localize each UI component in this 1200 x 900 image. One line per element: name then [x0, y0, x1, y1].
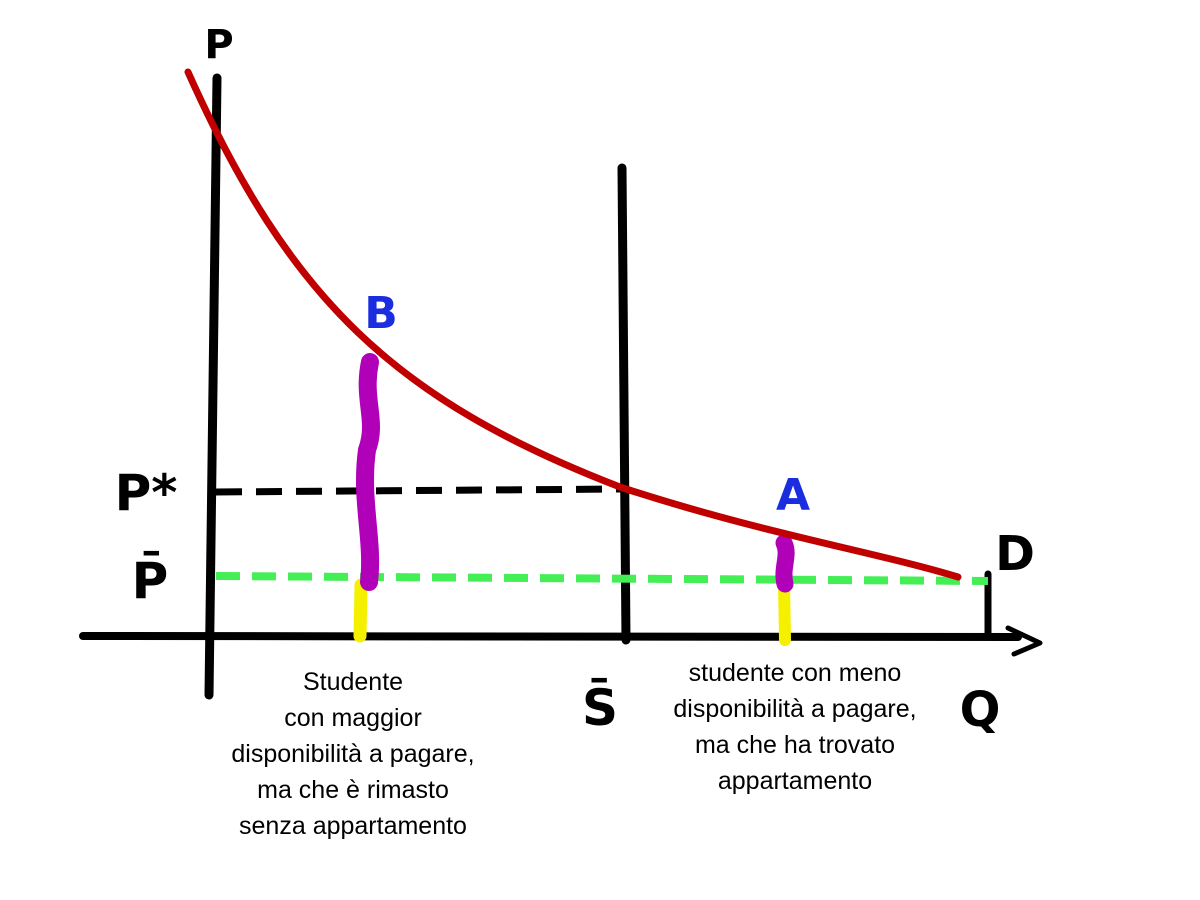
demand-label: D	[995, 526, 1035, 582]
price-ceiling-dashed-line	[215, 572, 989, 585]
horizontal-quantity-axis	[79, 632, 1022, 641]
caption-right-line: appartamento	[717, 767, 873, 795]
quantity-axis-arrowhead	[1005, 625, 1043, 657]
quantity-axis-label: Q	[960, 682, 1001, 738]
supply-label: S̄	[582, 678, 618, 737]
caption-left-line: Studente	[302, 668, 404, 696]
student-b-willingness-bar	[356, 353, 380, 591]
equilibrium-price-label: P*	[115, 464, 178, 522]
caption-student-b: Studente con maggior disponibilità a pag…	[183, 664, 523, 844]
student-b-price-bar	[353, 578, 368, 643]
caption-right-line: studente con meno	[688, 659, 902, 687]
demand-curve	[184, 68, 962, 581]
caption-left-line: ma che è rimasto	[257, 776, 449, 804]
caption-student-a: studente con meno disponibilità a pagare…	[625, 655, 965, 799]
vertical-price-axis	[204, 73, 222, 700]
student-a-price-bar	[778, 577, 791, 646]
price-axis-label: P	[204, 22, 233, 68]
caption-left-line: con maggior	[284, 704, 422, 732]
caption-left-line: disponibilità a pagare,	[231, 740, 475, 768]
equilibrium-price-dashed-line	[215, 485, 623, 496]
caption-right-line: ma che ha trovato	[694, 731, 896, 759]
point-b-label: B	[364, 288, 398, 339]
point-a-label: A	[776, 470, 810, 521]
supply-vertical-line	[617, 163, 631, 645]
capped-price-label: P̄	[132, 551, 169, 610]
caption-left-line: senza appartamento	[239, 812, 467, 840]
student-a-willingness-bar	[775, 534, 795, 593]
caption-right-line: disponibilità a pagare,	[673, 695, 917, 723]
